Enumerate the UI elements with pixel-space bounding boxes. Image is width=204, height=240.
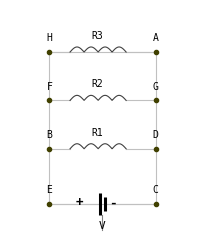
Text: H: H [46, 33, 52, 43]
Text: D: D [152, 130, 158, 140]
Text: B: B [46, 130, 52, 140]
Text: R1: R1 [91, 128, 103, 138]
Text: R2: R2 [91, 79, 103, 89]
Text: C: C [152, 185, 158, 195]
Text: G: G [152, 82, 158, 92]
Text: R3: R3 [91, 31, 103, 41]
Text: A: A [152, 33, 158, 43]
Text: E: E [46, 185, 52, 195]
Text: F: F [46, 82, 52, 92]
Text: V: V [99, 221, 105, 231]
Text: +: + [76, 197, 83, 210]
Text: -: - [109, 197, 116, 210]
